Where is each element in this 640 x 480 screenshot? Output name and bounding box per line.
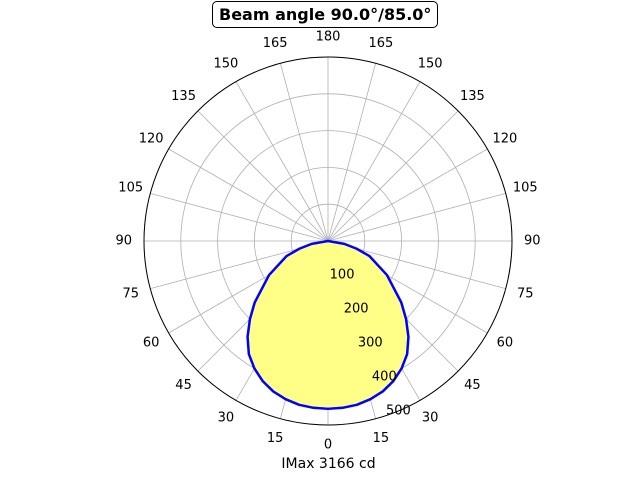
tick-labels: 0 15 30 45 60 75 90 105 120 135 150 165 180 165 150 135… bbox=[115, 29, 540, 452]
angle-tick-label-4: 60 bbox=[497, 336, 514, 351]
radial-tick-label-0: 100 bbox=[330, 267, 355, 282]
angle-tick-label-18: 90 bbox=[115, 234, 132, 249]
angle-tick-label-2: 30 bbox=[422, 410, 439, 425]
angular-gridline-13 bbox=[279, 63, 329, 242]
intensity-curve bbox=[246, 239, 410, 411]
angle-tick-label-12: 180 bbox=[316, 29, 341, 44]
angular-gridline-14 bbox=[235, 81, 329, 242]
angle-tick-label-14: 150 bbox=[213, 57, 238, 72]
radial-tick-label-3: 400 bbox=[372, 369, 397, 384]
angle-tick-label-6: 90 bbox=[524, 234, 541, 249]
intensity-line-0 bbox=[246, 239, 410, 411]
angle-tick-label-0: 0 bbox=[324, 438, 332, 453]
angle-tick-label-23: 15 bbox=[267, 431, 284, 446]
angle-tick-label-15: 135 bbox=[171, 89, 196, 104]
angular-gridline-16 bbox=[168, 148, 329, 242]
angle-tick-label-20: 60 bbox=[143, 336, 160, 351]
radial-tick-label-4: 500 bbox=[386, 403, 411, 418]
angle-tick-label-8: 120 bbox=[492, 131, 517, 146]
angle-tick-label-21: 45 bbox=[175, 378, 192, 393]
x-axis-label: IMax 3166 cd bbox=[281, 456, 376, 472]
radial-tick-label-1: 200 bbox=[344, 301, 369, 316]
angular-gridline-7 bbox=[327, 192, 506, 242]
intensity-fill-0 bbox=[247, 241, 409, 409]
angle-tick-label-5: 75 bbox=[517, 286, 534, 301]
angle-tick-label-22: 30 bbox=[218, 410, 235, 425]
polar-outer-circle bbox=[143, 56, 513, 426]
angular-gridline-17 bbox=[150, 192, 329, 242]
angle-tick-label-19: 75 bbox=[122, 286, 139, 301]
angular-gridline-11 bbox=[327, 63, 377, 242]
chart-title: Beam angle 90.0°/85.0° bbox=[212, 1, 439, 28]
angle-tick-label-10: 150 bbox=[418, 57, 443, 72]
angular-gridline-10 bbox=[327, 81, 421, 242]
angle-tick-label-16: 120 bbox=[139, 131, 164, 146]
angular-gridline-15 bbox=[197, 110, 329, 242]
angle-tick-label-3: 45 bbox=[464, 378, 481, 393]
angle-tick-label-9: 135 bbox=[460, 89, 485, 104]
angle-tick-label-7: 105 bbox=[513, 181, 538, 196]
angular-gridline-8 bbox=[327, 148, 488, 242]
radial-tick-label-2: 300 bbox=[358, 335, 383, 350]
angle-tick-label-17: 105 bbox=[118, 181, 143, 196]
angle-tick-label-1: 15 bbox=[373, 431, 390, 446]
polar-frame bbox=[143, 56, 513, 426]
angular-gridline-9 bbox=[327, 110, 459, 242]
angle-tick-label-11: 165 bbox=[368, 36, 393, 51]
angle-tick-label-13: 165 bbox=[263, 36, 288, 51]
